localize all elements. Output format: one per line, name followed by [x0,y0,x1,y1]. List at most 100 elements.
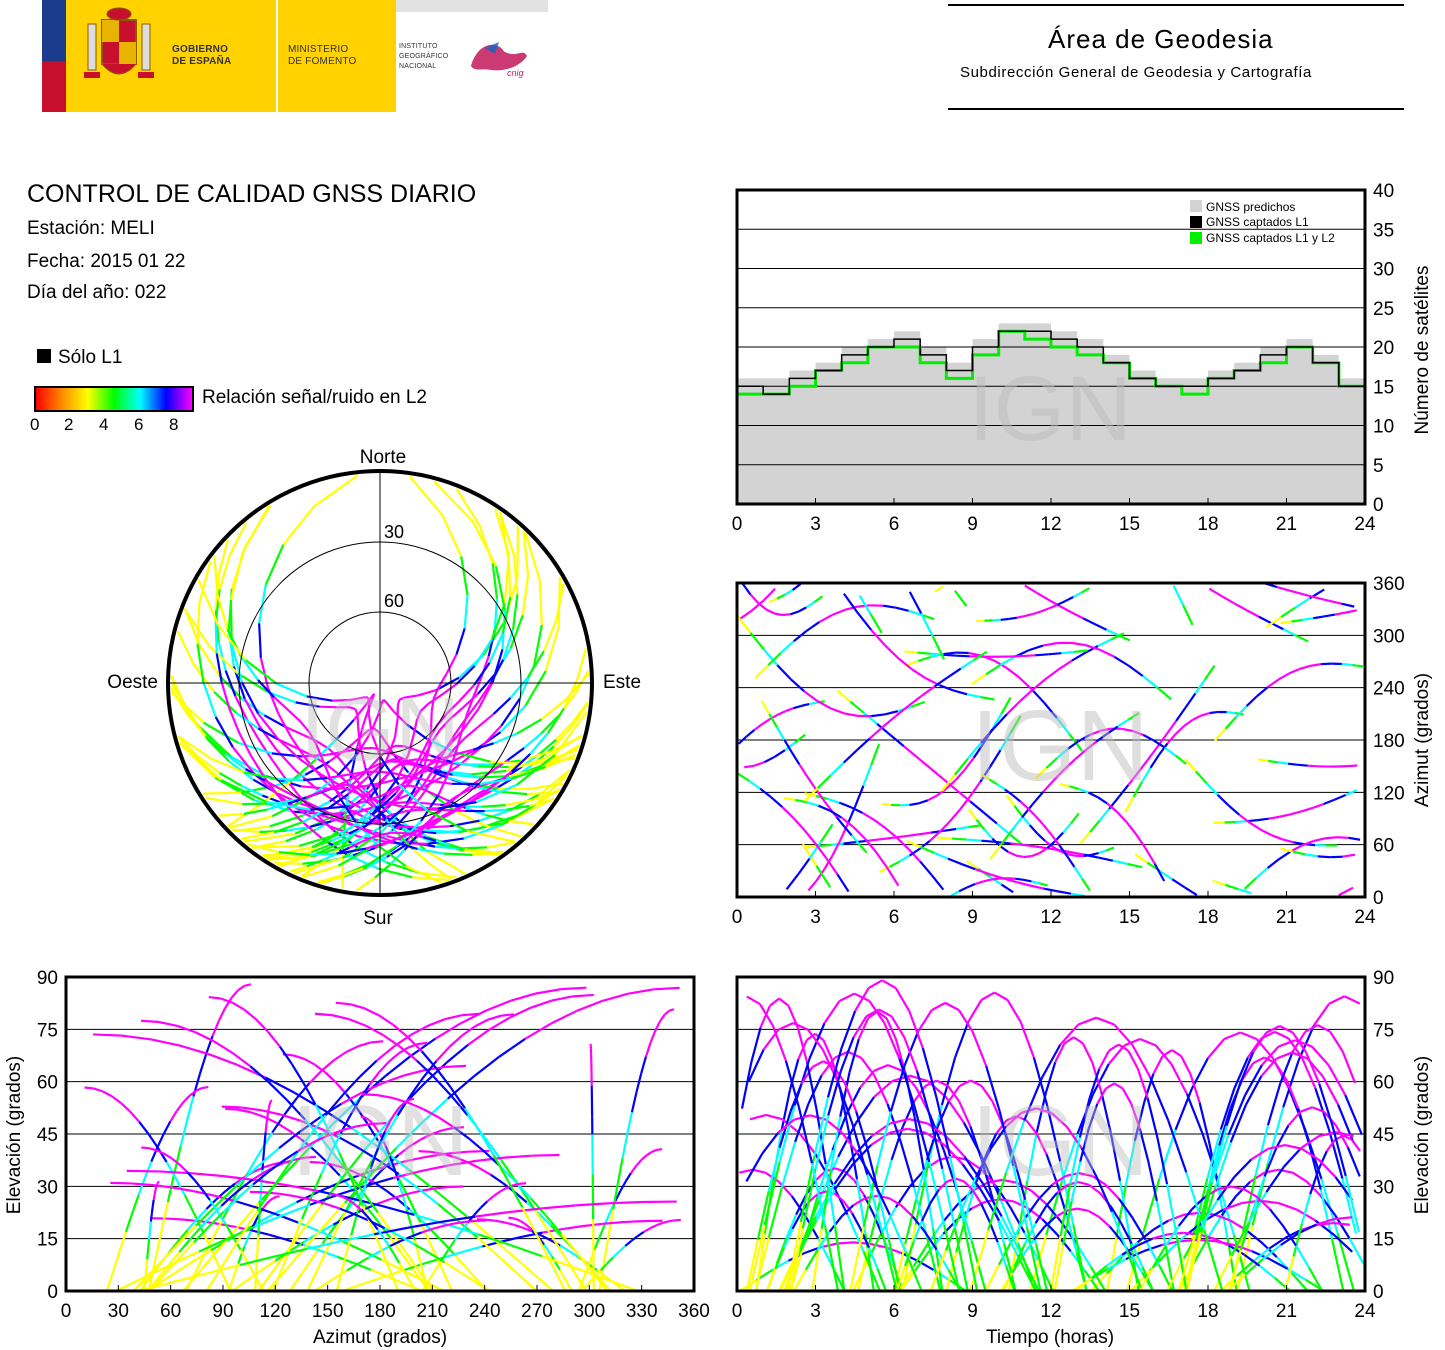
azimuth-track-segment [1000,883,1014,894]
elaz-track-segment [461,1012,480,1017]
skyplot-track-segment [170,687,189,715]
azimuth-track-segment [1290,810,1302,816]
azimuth-track-segment [1089,819,1101,833]
elaz-track-segment [258,1200,262,1219]
azimuth-track-segment [753,723,763,731]
elaz-track-segment [200,1220,219,1225]
azimuth-track-segment [1345,789,1358,797]
elt-track-segment [848,1038,860,1073]
elaz-track-segment [498,1038,526,1058]
elt-track-segment [1329,1031,1344,1052]
elt-track-segment [1342,1134,1353,1141]
azimuth-track-segment [1280,847,1294,853]
elaz-track-segment [427,1018,446,1027]
azimuth-track-segment [1305,853,1318,858]
skyplot-track-segment [379,756,400,786]
elt-track-segment [1241,1175,1257,1233]
azimuth-track-segment [886,866,900,887]
skyplot-track-segment [538,580,543,626]
elt-track-segment [1113,1082,1124,1090]
elaz-track-segment [230,1272,237,1283]
azimuth-track-segment [1301,806,1314,813]
azimuth-track-segment [825,857,839,876]
azimuth-track-segment [760,700,771,715]
skyplot-track-segment [491,770,513,788]
skyplot-track-segment [430,863,453,881]
azimuth-track-segment [1277,672,1290,681]
skyplot-track-segment [444,796,456,806]
azimuth-track-segment [979,765,992,783]
azimuth-track-segment [918,831,932,836]
azimuth-track-segment [843,841,857,845]
elaz-track-segment [550,1009,578,1025]
skyplot-track-segment [197,579,220,626]
azimuth-track-segment [910,700,926,708]
skyplot-track-segment [544,627,560,672]
watermark-skyplot: IGN [300,680,460,780]
elt-track-segment [1011,1254,1024,1274]
x-tick-label: 150 [312,1301,344,1322]
elaz-track-segment [447,1239,456,1251]
elaz-track-segment [267,1160,284,1174]
elaz-track-segment [560,1233,578,1254]
elt-track-segment [959,1079,972,1087]
elt-track-segment [767,1147,781,1192]
elt-track-segment [1062,1200,1073,1246]
elt-track-segment [876,1111,892,1167]
elt-track-segment [1265,1025,1281,1034]
elaz-x-ticks: 0 30 60 90 120 150 180 210 240 270 300 330 360 [61,1285,710,1322]
elt-track-segment [1198,1187,1217,1239]
elt-track-segment [967,999,983,1023]
elt-track-segment [926,1237,942,1292]
elt-track-segment [979,1202,991,1222]
elaz-track-segment [318,1229,340,1242]
elt-track-segment [1244,1258,1264,1276]
elt-track-segment [1292,1171,1308,1183]
elt-track-segment [1317,1150,1328,1171]
skyplot-track-segment [321,852,338,862]
elaz-track-segment [356,1122,372,1128]
skyplot-track-segment [490,603,506,640]
azimuth-track-segment [1034,767,1048,780]
skyplot-track-segment [405,694,418,699]
elt-track-segment [942,1203,959,1223]
elt-track-segment [852,1015,868,1038]
azimuth-track-segment [876,723,892,736]
elt-track-segment [747,1049,765,1082]
elaz-track-segment [153,1246,176,1270]
elt-track-segment [1331,1125,1347,1177]
elt-track-segment [982,1183,1003,1217]
elaz-track-segment [305,1155,317,1159]
elaz-track-segment [335,1001,351,1006]
skyplot-track-segment [372,832,395,844]
skyplot-track-segment [358,788,368,798]
elt-track-segment [804,1249,819,1271]
elt-track-segment [987,1172,1008,1231]
elt-track-segment [1294,1039,1313,1048]
elaz-track-segment [205,1198,217,1210]
skyplot-track-segment [507,554,512,597]
azimuth-track-segment [908,591,923,614]
skyplot-track-segment [352,823,373,835]
elaz-track-segment [358,1147,380,1162]
elaz-track-segment [216,1210,227,1224]
azimuth-track-segment [1156,686,1173,701]
azimuth-track-segment [842,749,858,764]
azimuth-track-segment [1016,880,1031,887]
elaz-track-segment [332,1210,347,1238]
azimuth-track-segment [1352,663,1364,668]
elt-track-segment [1100,1092,1112,1133]
elt-track-segment [1118,1043,1129,1052]
elaz-track-segment [153,1189,157,1195]
elaz-track-segment [208,995,221,1000]
azimuth-track-segment [751,599,765,612]
elt-track-segment [1045,1104,1062,1162]
azimuth-track-segment [1053,768,1066,781]
azimuth-track-segment [1224,716,1237,730]
elaz-track-segment [348,1018,367,1027]
elaz-track-segment [320,1152,332,1175]
elt-track-segment [1298,1223,1317,1235]
azimuth-track-segment [869,726,884,740]
elaz-track-segment [612,1250,620,1259]
elt-track-segment [996,1241,1008,1267]
